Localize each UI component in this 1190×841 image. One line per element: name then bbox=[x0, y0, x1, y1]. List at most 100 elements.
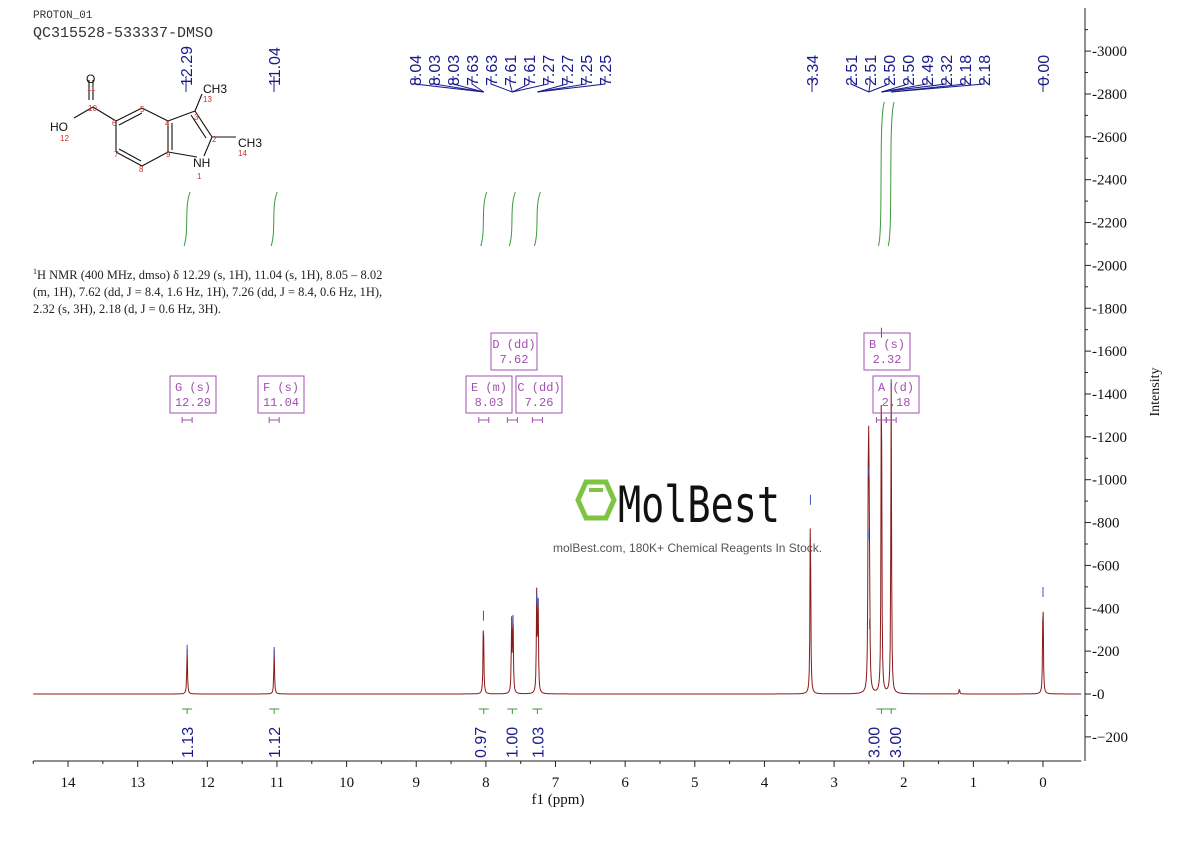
peak-label: 8.03 bbox=[427, 55, 444, 86]
integral-value: 0.97 bbox=[473, 727, 490, 758]
atom-number: 12 bbox=[60, 134, 69, 143]
peak-label: 2.51 bbox=[863, 55, 880, 86]
peak-label-connector bbox=[471, 76, 485, 93]
peak-label-connector bbox=[414, 76, 484, 93]
y-tick-label: -2200 bbox=[1092, 216, 1127, 232]
peak-label-connector bbox=[891, 76, 966, 93]
multiplet-box bbox=[490, 332, 538, 371]
integral-bracket bbox=[269, 708, 280, 714]
peak-label: 7.25 bbox=[579, 55, 596, 86]
y-tick-label: -1400 bbox=[1092, 387, 1127, 403]
y-tick-label: -1600 bbox=[1092, 344, 1127, 360]
atom-ch3-14: CH3 bbox=[238, 136, 262, 150]
peak-label: 7.27 bbox=[541, 55, 558, 86]
integral-value: 3.00 bbox=[888, 727, 905, 758]
integral-bracket bbox=[886, 708, 897, 714]
multiplet-label: F (s) bbox=[263, 381, 299, 395]
molbest-tagline: molBest.com, 180K+ Chemical Reagents In … bbox=[553, 541, 822, 555]
nmr-description: 1H NMR (400 MHz, dmso) δ 12.29 (s, 1H), … bbox=[33, 263, 393, 318]
peak-label-connector bbox=[850, 76, 870, 93]
y-tick-label: -1200 bbox=[1092, 430, 1127, 446]
y-tick-label: -200 bbox=[1092, 644, 1120, 660]
atom-number: 3 bbox=[194, 113, 199, 122]
description-superscript: 1 bbox=[33, 267, 37, 276]
peak-label: 8.03 bbox=[446, 55, 463, 86]
integral-value: 1.12 bbox=[267, 727, 284, 758]
molbest-watermark: MolBest molBest.com, 180K+ Chemical Reag… bbox=[553, 476, 822, 555]
peak-label: 7.61 bbox=[522, 55, 539, 86]
peak-label-connector bbox=[537, 76, 568, 93]
x-tick-label: 2 bbox=[900, 775, 908, 791]
molbest-logo-icon bbox=[575, 479, 617, 521]
y-tick-label: -2800 bbox=[1092, 87, 1127, 103]
peak-label-connector bbox=[868, 76, 871, 93]
x-tick-label: 13 bbox=[130, 775, 145, 791]
molbest-brand: MolBest bbox=[618, 476, 780, 534]
integral-curve bbox=[270, 191, 278, 247]
peak-label: 7.63 bbox=[465, 55, 482, 86]
atom-nh: NH bbox=[193, 156, 210, 170]
multiplet-shift: 7.62 bbox=[500, 353, 529, 367]
atom-number: 8 bbox=[139, 165, 144, 174]
integral-curve bbox=[533, 191, 541, 247]
multiplet-box bbox=[872, 375, 920, 414]
multiplet-shift: 8.03 bbox=[475, 396, 504, 410]
multiplet-range bbox=[885, 417, 897, 423]
x-tick-label: 7 bbox=[552, 775, 560, 791]
atom-number: 14 bbox=[238, 149, 247, 158]
experiment-name: PROTON_01 bbox=[33, 10, 93, 22]
multiplet-range bbox=[506, 417, 518, 423]
x-tick-label: 4 bbox=[761, 775, 769, 791]
peak-label-connector bbox=[490, 76, 513, 93]
multiplet-shift: 11.04 bbox=[263, 396, 299, 410]
multiplet-label: D (dd) bbox=[492, 338, 535, 352]
multiplet-range bbox=[181, 417, 193, 423]
integral-curve bbox=[480, 191, 488, 247]
y-axis-label: Intensity bbox=[1148, 368, 1163, 417]
multiplet-range bbox=[268, 417, 280, 423]
peak-label: 3.34 bbox=[805, 55, 822, 86]
multiplet-shift: 2.18 bbox=[882, 396, 911, 410]
y-tick-label: -800 bbox=[1092, 516, 1120, 532]
peak-label-connector bbox=[868, 76, 890, 93]
atom-number: 2 bbox=[212, 135, 217, 144]
integral-bracket bbox=[876, 708, 887, 714]
atom-o: O bbox=[86, 72, 95, 86]
y-tick-label: -2400 bbox=[1092, 173, 1127, 189]
multiplet-box bbox=[515, 375, 563, 414]
x-tick-label: 0 bbox=[1039, 775, 1047, 791]
peak-label-connector bbox=[537, 76, 587, 93]
multiplet-box bbox=[465, 375, 513, 414]
multiplet-shift: 2.32 bbox=[873, 353, 902, 367]
multiplet-range bbox=[478, 417, 490, 423]
integral-bracket bbox=[507, 708, 518, 714]
peak-label: 2.49 bbox=[920, 55, 937, 86]
atom-number: 5 bbox=[140, 105, 145, 114]
x-tick-label: 3 bbox=[830, 775, 838, 791]
atom-number: 10 bbox=[88, 104, 97, 113]
multiplet-label: C (dd) bbox=[517, 381, 560, 395]
y-tick-label: -400 bbox=[1092, 601, 1120, 617]
peak-label: 8.04 bbox=[408, 55, 425, 86]
x-tick-label: 6 bbox=[621, 775, 629, 791]
y-tick-label: -600 bbox=[1092, 558, 1120, 574]
y-tick-label: -0 bbox=[1092, 687, 1105, 703]
atom-number: 4 bbox=[165, 119, 170, 128]
y-tick-label: -−200 bbox=[1092, 730, 1128, 746]
peak-label-connector bbox=[881, 76, 947, 93]
integral-bracket bbox=[478, 708, 489, 714]
x-tick-label: 1 bbox=[970, 775, 978, 791]
x-tick-label: 12 bbox=[200, 775, 215, 791]
peak-label: 7.63 bbox=[484, 55, 501, 86]
integral-curve bbox=[877, 101, 885, 247]
x-tick-label: 11 bbox=[270, 775, 284, 791]
integral-bracket bbox=[532, 708, 543, 714]
atom-number: 1 bbox=[197, 172, 202, 181]
peak-label-connector bbox=[433, 76, 484, 93]
y-tick-label: -1000 bbox=[1092, 473, 1127, 489]
integral-value: 3.00 bbox=[866, 727, 883, 758]
peak-label-connector bbox=[509, 76, 513, 93]
integral-bracket bbox=[182, 708, 193, 714]
peak-label: 7.27 bbox=[560, 55, 577, 86]
